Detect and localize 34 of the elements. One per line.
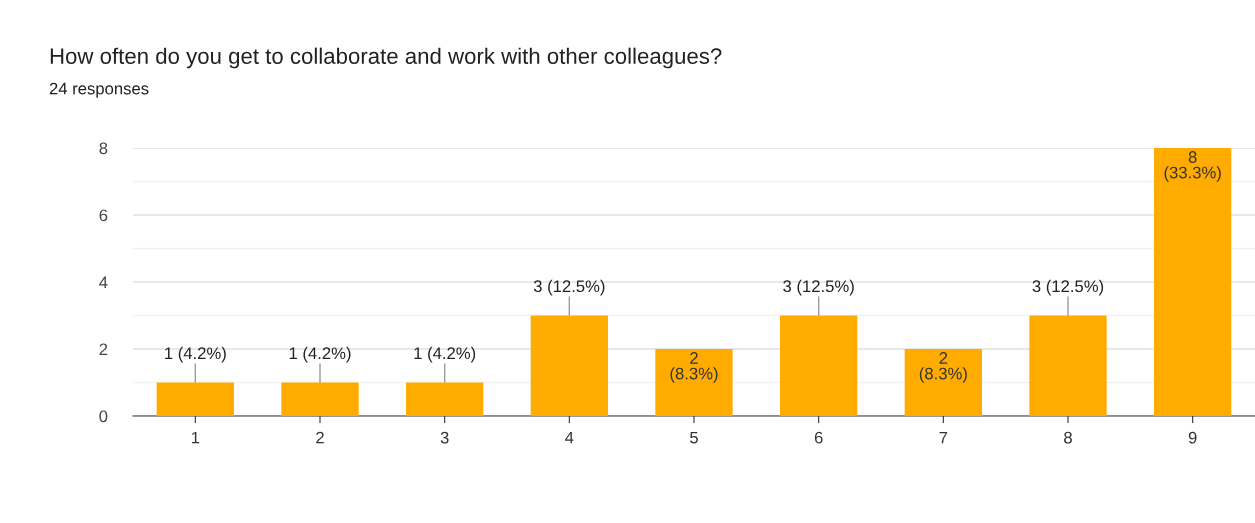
y-tick-label: 6: [99, 209, 108, 222]
bar: [904, 349, 982, 416]
y-tick-label: 4: [99, 276, 108, 289]
chart-subtitle: 24 responses: [49, 82, 149, 98]
data-label: 3 (12.5%): [533, 279, 605, 296]
data-label: 1 (4.2%): [289, 346, 351, 363]
data-label: 2 (8.3%): [919, 352, 967, 383]
y-tick-label: 8: [99, 142, 108, 155]
x-tick-label: 4: [565, 431, 574, 444]
data-label: 1 (4.2%): [414, 346, 476, 363]
y-tick-label: 2: [99, 343, 108, 356]
x-tick-label: 8: [1064, 431, 1072, 444]
x-tick-label: 7: [939, 431, 948, 444]
bar: [156, 382, 234, 416]
y-tick-label: 0: [99, 410, 108, 423]
data-label: 8 (33.3%): [1164, 151, 1221, 182]
x-tick-label: 3: [440, 431, 449, 444]
x-tick-label: 9: [1188, 431, 1197, 444]
bar: [780, 315, 858, 416]
data-label: 3 (12.5%): [1032, 279, 1104, 296]
data-label: 2 (8.3%): [670, 352, 718, 383]
bar: [1029, 315, 1107, 416]
bar: [655, 349, 733, 416]
bar: [1154, 148, 1232, 416]
data-label: 1 (4.2%): [165, 346, 226, 363]
x-tick-label: 1: [191, 431, 200, 444]
chart-title: How often do you get to collaborate and work with other colleagues?: [50, 47, 722, 69]
data-label: 3 (12.5%): [783, 279, 854, 296]
bar: [406, 382, 484, 416]
bar: [281, 382, 359, 416]
x-tick-label: 2: [316, 431, 324, 444]
x-tick-label: 5: [690, 431, 698, 444]
bar: [530, 315, 608, 416]
x-tick-label: 6: [814, 431, 823, 444]
